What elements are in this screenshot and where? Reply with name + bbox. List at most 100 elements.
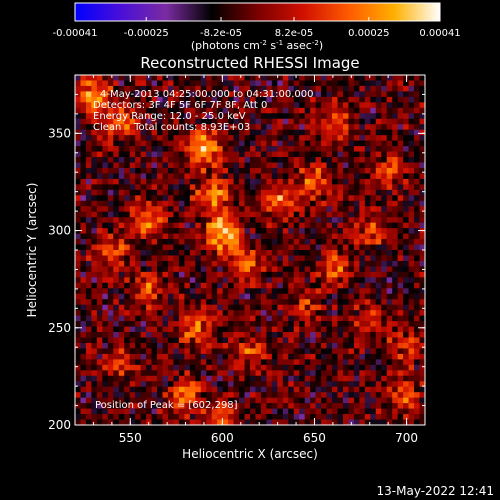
heatmap-cell [386,167,393,174]
heatmap-cell [151,118,158,125]
heatmap-cell [326,107,333,114]
heatmap-cell [337,157,344,163]
heatmap-cell [173,173,180,180]
heatmap-cell [326,364,333,371]
heatmap-cell [381,299,388,305]
heatmap-cell [244,146,251,152]
heatmap-cell [353,342,360,349]
heatmap-cell [414,200,420,207]
heatmap-cell [359,233,366,240]
heatmap-cell [162,85,169,92]
heatmap-cell [222,375,229,382]
heatmap-cell [75,375,81,382]
heatmap-cell [85,124,92,130]
heatmap-cell [233,239,240,245]
heatmap-cell [342,162,349,169]
heatmap-cell [80,206,87,213]
heatmap-cell [217,211,223,218]
heatmap-cell [332,200,338,207]
heatmap-cell [293,414,300,420]
heatmap-cell [96,167,103,174]
heatmap-cell [124,102,130,109]
heatmap-cell [364,239,371,245]
heatmap-cell [135,250,141,256]
heatmap-cell [206,310,213,316]
heatmap-cell [80,211,87,218]
heatmap-cell [282,135,289,141]
heatmap-cell [397,96,404,103]
heatmap-cell [244,255,251,262]
heatmap-cell [342,200,349,207]
heatmap-cell [228,80,234,87]
heatmap-cell [414,80,420,87]
heatmap-cell [135,173,141,180]
heatmap-cell [75,178,81,185]
heatmap-cell [189,228,196,234]
heatmap-cell [173,107,180,114]
heatmap-cell [184,397,191,404]
heatmap-cell [217,332,223,338]
heatmap-cell [326,326,333,333]
heatmap-cell [266,342,273,349]
heatmap-cell [206,135,213,141]
heatmap-cell [140,244,147,251]
heatmap-cell [96,75,103,81]
heatmap-cell [364,189,371,196]
heatmap-cell [102,85,109,92]
heatmap-cell [310,419,316,425]
heatmap-cell [129,244,136,251]
heatmap-cell [288,157,295,163]
heatmap-cell [211,337,218,344]
heatmap-cell [118,337,125,344]
heatmap-cell [140,107,147,114]
heatmap-cell [364,408,371,415]
heatmap-cell [206,321,213,327]
heatmap-cell [255,157,262,163]
heatmap-cell [118,75,125,81]
heatmap-cell [288,189,295,196]
heatmap-cell [255,195,262,202]
heatmap-cell [102,397,109,404]
heatmap-cell [353,96,360,103]
heatmap-cell [178,310,185,316]
heatmap-cell [359,397,366,404]
heatmap-cell [151,206,158,213]
heatmap-cell [342,299,349,305]
heatmap-cell [299,167,305,174]
heatmap-cell [167,140,174,147]
heatmap-cell [178,233,185,240]
heatmap-cell [233,129,240,136]
heatmap-cell [244,85,251,92]
heatmap-cell [299,408,305,415]
heatmap-cell [271,129,278,136]
heatmap-cell [332,102,338,109]
heatmap-cell [348,200,355,207]
heatmap-cell [304,206,311,213]
heatmap-cell [370,321,377,327]
heatmap-cell [129,178,136,185]
colorbar-unit-label: (photons cm-2 s-1 asec-2) [191,39,323,52]
heatmap-cell [386,260,393,267]
heatmap-cell [96,419,103,425]
heatmap-cell [370,228,377,234]
heatmap-cell [370,239,377,245]
heatmap-cell [189,135,196,141]
heatmap-cell [140,124,147,130]
heatmap-cell [233,178,240,185]
heatmap-cell [364,321,371,327]
heatmap-cell [342,337,349,344]
heatmap-cell [419,315,425,322]
heatmap-cell [211,359,218,366]
heatmap-cell [80,304,87,311]
heatmap-cell [244,244,251,251]
heatmap-cell [266,173,273,180]
heatmap-cell [299,397,305,404]
heatmap-cell [233,255,240,262]
heatmap-cell [419,359,425,366]
heatmap-cell [184,293,191,300]
heatmap-cell [157,332,163,338]
heatmap-cell [140,304,147,311]
heatmap-cell [250,85,256,92]
heatmap-cell [260,392,267,398]
heatmap-cell [233,403,240,409]
